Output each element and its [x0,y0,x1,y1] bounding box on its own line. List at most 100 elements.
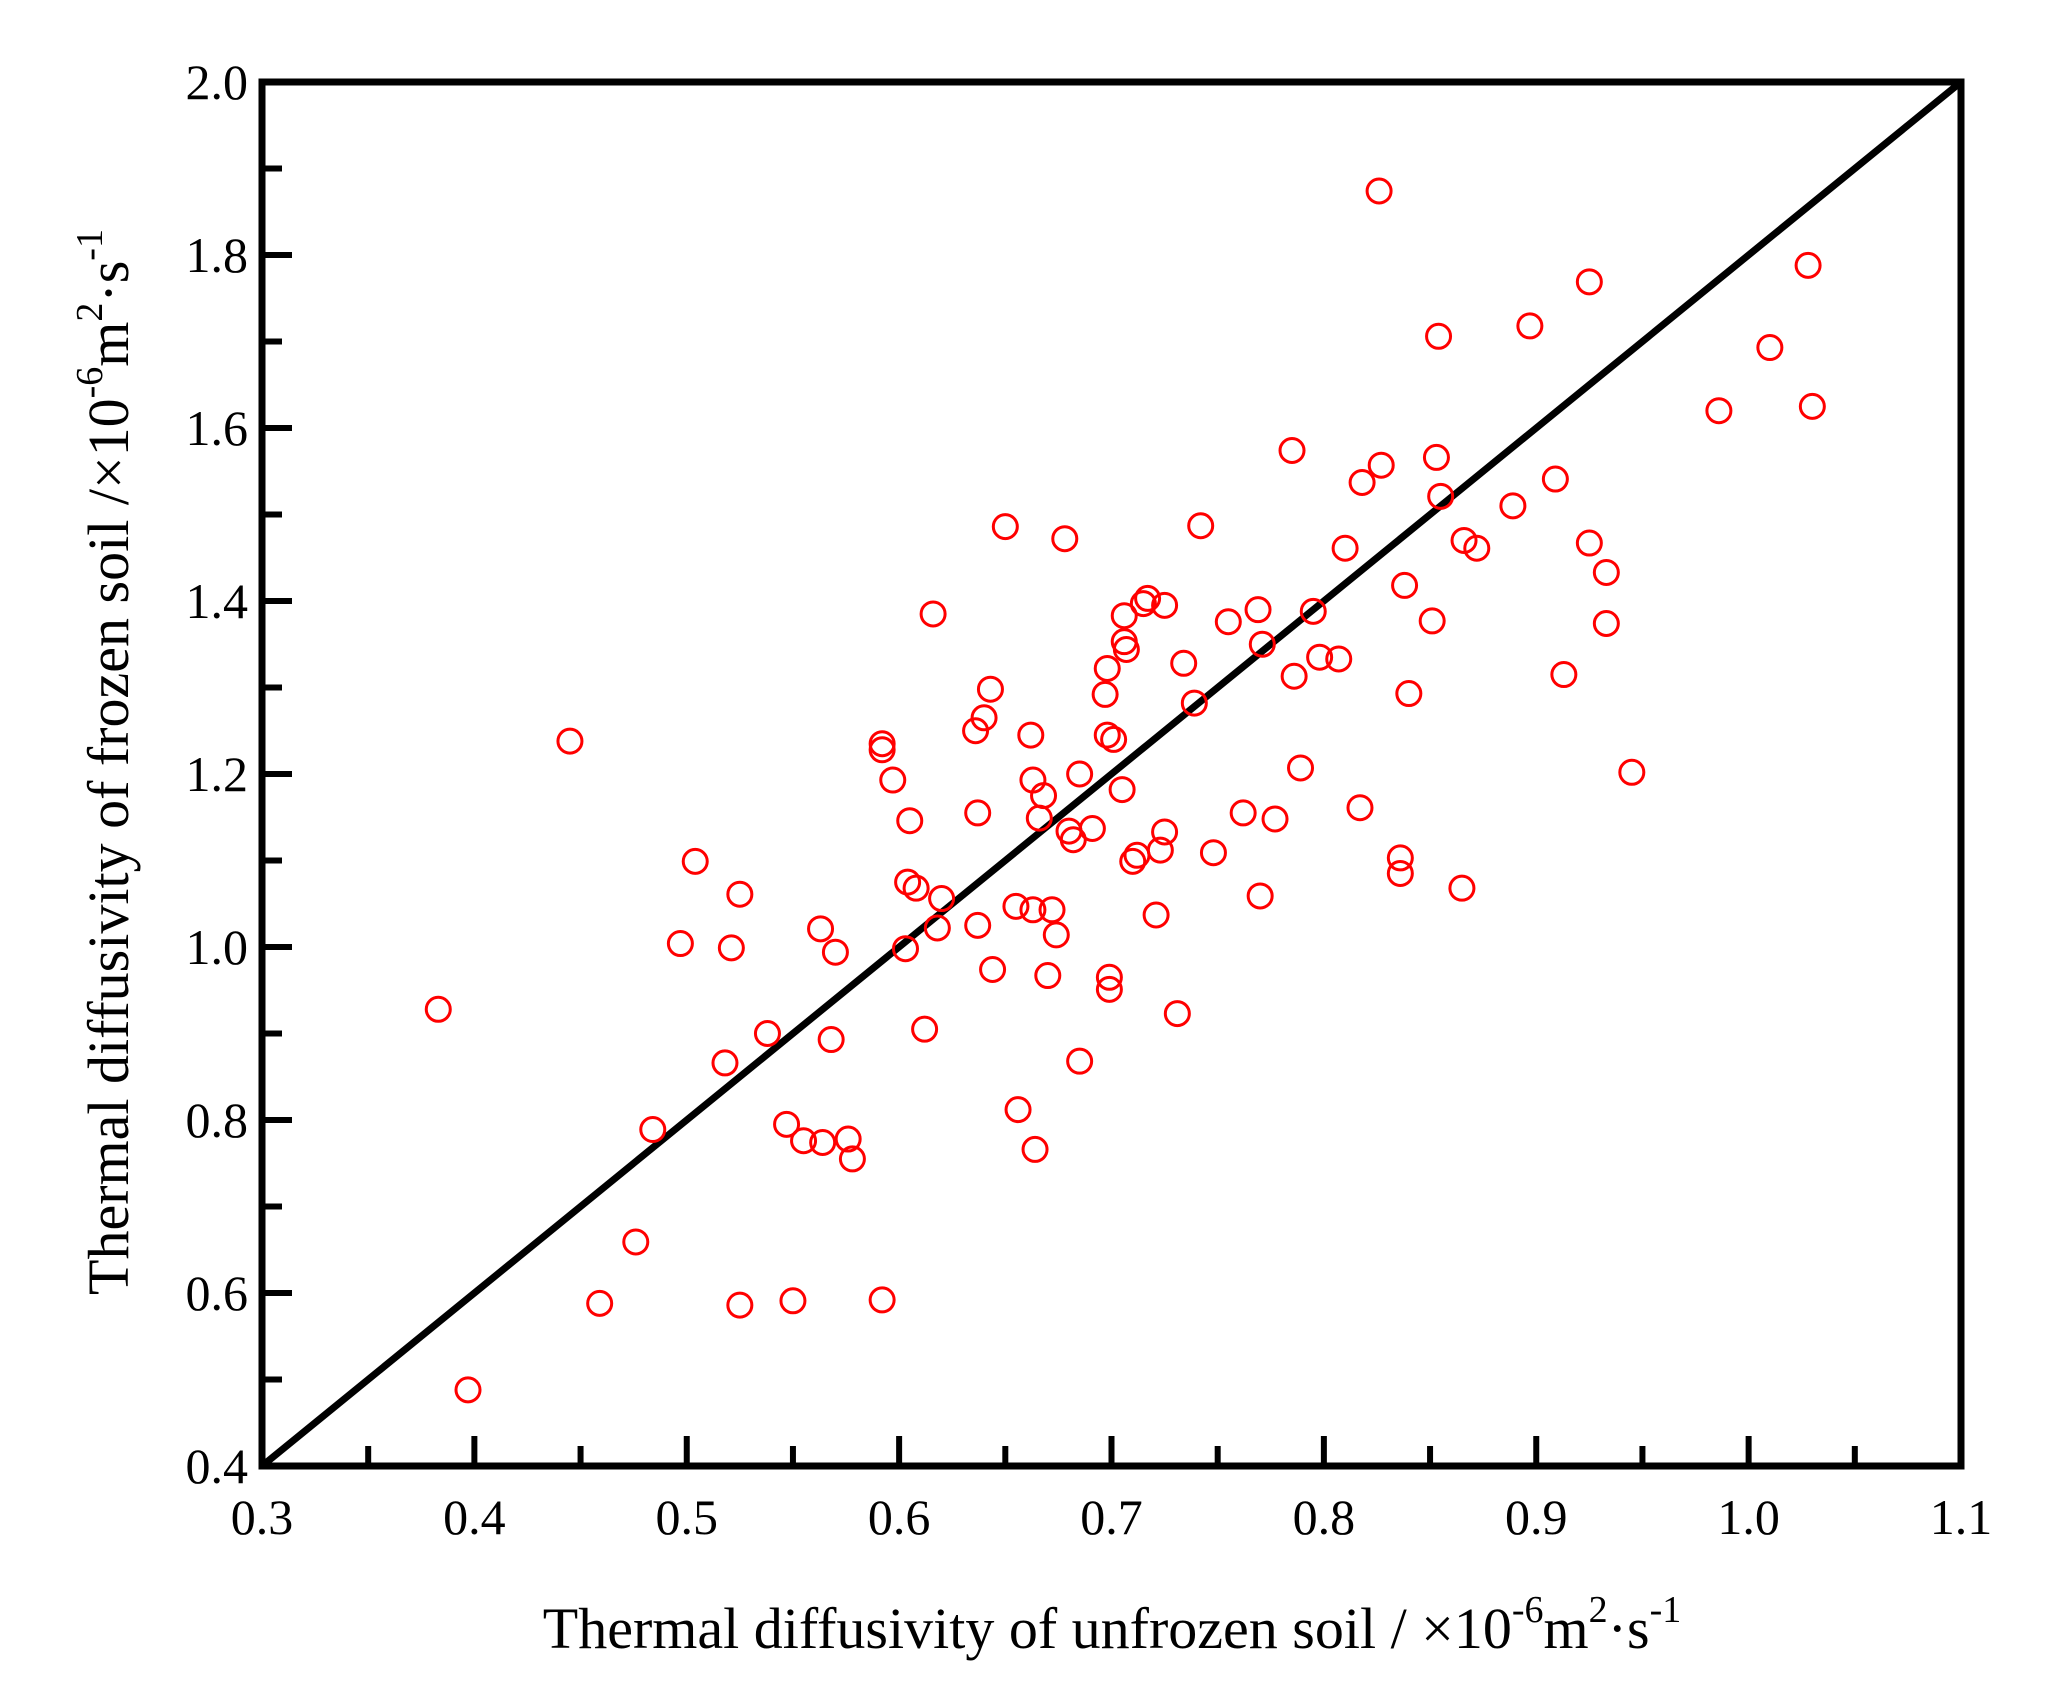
y-tick-label: 0.4 [186,1438,249,1494]
data-point [807,915,835,943]
data-point [896,807,924,835]
data-point [717,934,745,962]
data-point [1187,512,1215,540]
y-tick-label: 1.8 [186,227,249,283]
y-tick-label: 2.0 [186,54,249,110]
data-point [1391,571,1419,599]
data-point [556,727,584,755]
data-point [1142,901,1170,929]
data-point [1163,1000,1191,1028]
data-point [1108,776,1136,804]
y-tick-label: 1.6 [186,400,249,456]
data-point [970,704,998,732]
data-point [1095,963,1123,991]
x-tick-label: 0.3 [231,1489,294,1545]
data-point [979,955,1007,983]
data-point [1123,841,1151,869]
data-point [1425,322,1453,350]
data-point [1348,468,1376,496]
data-point [1095,975,1123,1003]
data-point [1034,962,1062,990]
data-point [1146,836,1174,864]
data-point [1030,782,1058,810]
one-to-one-reference-line [259,79,1964,1469]
data-point [773,1110,801,1138]
data-point [1346,794,1374,822]
data-point [1794,251,1822,279]
data-point [1134,584,1162,612]
data-point [586,1289,614,1317]
y-tick-label: 1.4 [186,573,249,629]
data-point [726,880,754,908]
x-tick-label: 0.4 [443,1489,506,1545]
data-point [976,675,1004,703]
data-point [1278,436,1306,464]
data-point [711,1049,739,1077]
data-point [1299,597,1327,625]
data-point [1592,609,1620,637]
x-tick-label: 0.5 [656,1489,719,1545]
x-axis-title: Thermal diffusivity of unfrozen soil / ×… [543,1589,1681,1661]
data-point [681,847,709,875]
data-point [1151,591,1179,619]
data-point [1129,590,1157,618]
y-tick-label: 1.2 [186,746,249,802]
data-point [1422,443,1450,471]
data-point [1575,268,1603,296]
data-point [1042,921,1070,949]
data-point [1017,721,1045,749]
data-point [1705,397,1733,425]
x-tick-label: 0.6 [868,1489,931,1545]
data-point [1448,874,1476,902]
data-point [817,1026,845,1054]
y-tick-labels: 0.4 0.6 0.8 1.0 1.2 1.4 1.6 1.8 2.0 [186,54,249,1494]
data-point [1021,1135,1049,1163]
data-point [1331,534,1359,562]
data-point [454,1376,482,1404]
data-point [1246,882,1274,910]
data-point [1214,608,1242,636]
data-point [1592,558,1620,586]
data-point [1112,635,1140,663]
data-point [911,1015,939,1043]
data-point [964,799,992,827]
data-point [868,1286,896,1314]
data-point [1002,892,1030,920]
plot-frame [258,78,1965,1470]
data-point [868,730,896,758]
data-point [1093,721,1121,749]
data-point [868,736,896,764]
data-point [1365,177,1393,205]
data-point [1395,680,1423,708]
data-point [1280,662,1308,690]
data-point [790,1127,818,1155]
data-point [1367,451,1395,479]
x-tick-label: 0.8 [1293,1489,1356,1545]
data-point [1170,649,1198,677]
data-point [1756,334,1784,362]
data-point [666,930,694,958]
data-point [1066,760,1094,788]
data-point [1287,754,1315,782]
data-point [1306,643,1334,671]
data-point [1051,525,1079,553]
data-point [1110,602,1138,630]
data-point [821,938,849,966]
data-point [1025,804,1053,832]
data-point [1386,859,1414,887]
data-point [1386,844,1414,872]
data-point [891,935,919,963]
data-point [1325,645,1353,673]
data-point [1516,312,1544,340]
data-point [726,1291,754,1319]
data-point [879,766,907,794]
x-tick-label: 1.0 [1717,1489,1780,1545]
data-point [1798,392,1826,420]
y-axis-title: Thermal diffusivity of frozen soil /×10-… [69,229,141,1295]
data-point [1119,847,1147,875]
x-tick-labels: 0.3 0.4 0.5 0.6 0.7 0.8 0.9 1.0 1.1 [231,1489,1993,1545]
data-point [1463,534,1491,562]
data-point [1229,799,1257,827]
data-point [1244,596,1272,624]
